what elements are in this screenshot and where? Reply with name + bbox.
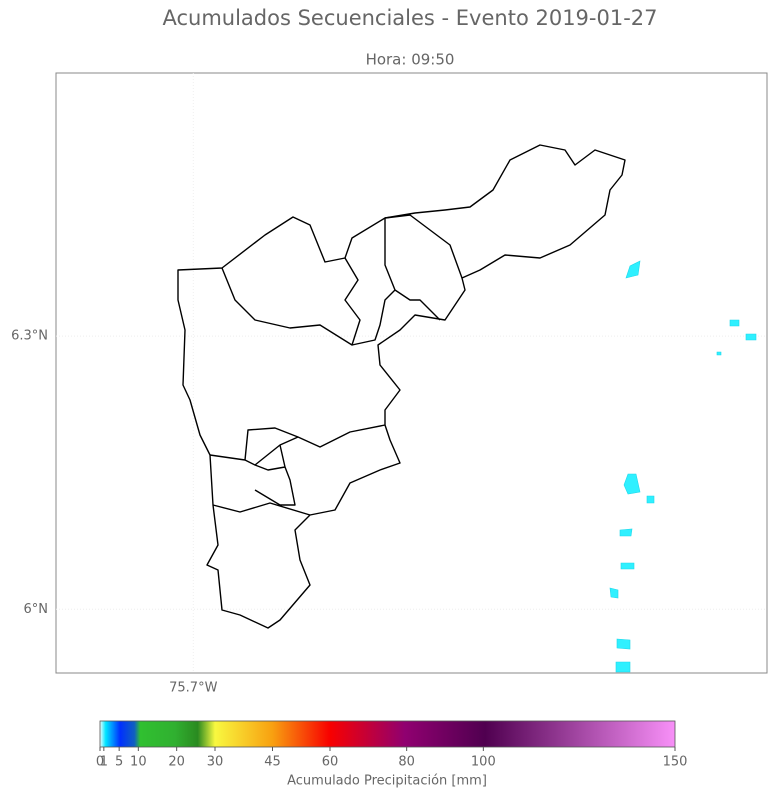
- colorbar: [99, 720, 676, 748]
- x-tick-label: 75.7°W: [169, 681, 217, 696]
- colorbar-tick-label: 80: [398, 755, 415, 770]
- boundary: [221, 257, 361, 346]
- rain-cell: [609, 473, 655, 673]
- colorbar-tick-label: 5: [115, 755, 123, 770]
- municipalities: [177, 144, 626, 629]
- boundary: [209, 424, 386, 516]
- y-tick-label: 6.3°N: [11, 329, 48, 344]
- rain-cell: [625, 260, 641, 279]
- colorbar-tick-label: 1: [100, 755, 108, 770]
- colorbar-tick-label: 45: [264, 755, 281, 770]
- subtitle: Hora: 09:50: [366, 51, 455, 69]
- colorbar-label: Acumulado Precipitación [mm]: [287, 774, 487, 789]
- boundary: [351, 214, 463, 346]
- colorbar-tick-label: 60: [322, 755, 339, 770]
- precipitation: [609, 260, 757, 673]
- title: Acumulados Secuenciales - Evento 2019-01…: [162, 6, 657, 30]
- rain-cell: [716, 319, 757, 356]
- colorbar-tick-label: 0: [96, 755, 104, 770]
- y-tick-label: 6°N: [24, 602, 49, 617]
- map-frame: [55, 72, 768, 674]
- colorbar-tick-label: 30: [207, 755, 224, 770]
- colorbar-tick-label: 10: [130, 755, 147, 770]
- colorbar-tick-label: 20: [168, 755, 185, 770]
- colorbar-tick-label: 150: [663, 755, 688, 770]
- colorbar-tick-label: 100: [471, 755, 496, 770]
- boundary: [177, 144, 626, 629]
- grid: [56, 73, 767, 673]
